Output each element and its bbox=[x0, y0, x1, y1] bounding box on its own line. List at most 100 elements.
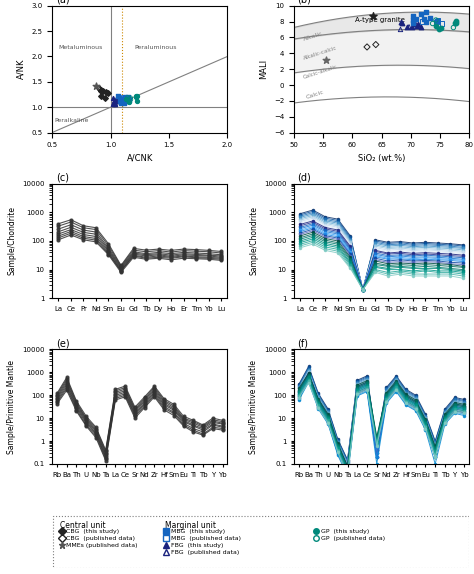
Text: A-type granite: A-type granite bbox=[356, 17, 405, 22]
Point bbox=[95, 84, 103, 94]
Point bbox=[433, 17, 440, 26]
Point bbox=[125, 96, 133, 105]
Point bbox=[120, 97, 128, 106]
Text: Alkalic: Alkalic bbox=[303, 32, 324, 42]
Point bbox=[111, 99, 118, 108]
Point bbox=[98, 86, 105, 95]
Point bbox=[109, 100, 117, 109]
Text: (e): (e) bbox=[55, 339, 69, 348]
Point bbox=[117, 97, 125, 106]
Text: Peraluminous: Peraluminous bbox=[134, 45, 176, 50]
Text: Calcic: Calcic bbox=[306, 90, 325, 100]
Point bbox=[114, 94, 122, 103]
Text: Alkalic-calcic: Alkalic-calcic bbox=[303, 45, 338, 61]
Point bbox=[451, 19, 459, 28]
Y-axis label: MALI: MALI bbox=[259, 59, 268, 79]
Point bbox=[414, 20, 421, 29]
Point bbox=[132, 91, 139, 100]
Text: (b): (b) bbox=[298, 0, 311, 5]
Y-axis label: Sample/Primitive Mantle: Sample/Primitive Mantle bbox=[8, 360, 17, 453]
Text: Marginal unit: Marginal unit bbox=[165, 521, 216, 530]
Point bbox=[412, 20, 419, 29]
Text: (f): (f) bbox=[298, 339, 309, 348]
Point bbox=[119, 92, 127, 102]
Point bbox=[403, 22, 410, 32]
Point bbox=[399, 18, 406, 28]
X-axis label: A/CNK: A/CNK bbox=[127, 154, 153, 163]
Point bbox=[113, 97, 121, 106]
Point bbox=[112, 100, 119, 109]
Point bbox=[117, 94, 124, 103]
Point bbox=[397, 17, 405, 26]
X-axis label: SiO₂ (wt.%): SiO₂ (wt.%) bbox=[358, 154, 405, 163]
Y-axis label: A/NK: A/NK bbox=[17, 59, 26, 79]
Point bbox=[124, 92, 132, 102]
Point bbox=[100, 86, 107, 95]
Point bbox=[409, 18, 416, 28]
Point bbox=[109, 94, 117, 103]
Point bbox=[118, 98, 125, 107]
Point bbox=[422, 17, 430, 26]
Point bbox=[121, 92, 129, 101]
Point bbox=[452, 18, 460, 27]
Y-axis label: Sample/Chondrite: Sample/Chondrite bbox=[249, 207, 258, 276]
Point bbox=[429, 19, 437, 28]
Point bbox=[116, 96, 124, 106]
Point bbox=[127, 95, 135, 104]
Y-axis label: Sample/Primitive Mantle: Sample/Primitive Mantle bbox=[249, 360, 258, 453]
Point bbox=[110, 96, 118, 105]
Point bbox=[114, 92, 122, 101]
Point bbox=[111, 98, 118, 107]
Point bbox=[322, 55, 330, 64]
Point bbox=[125, 97, 132, 106]
Point bbox=[98, 85, 105, 94]
Point bbox=[102, 87, 110, 96]
Point bbox=[133, 96, 141, 106]
Point bbox=[109, 99, 117, 108]
Point bbox=[418, 17, 426, 26]
Text: (a): (a) bbox=[55, 0, 69, 5]
Point bbox=[97, 92, 104, 101]
Point bbox=[417, 22, 424, 32]
Y-axis label: Sample/Chondrite: Sample/Chondrite bbox=[8, 207, 17, 276]
Point bbox=[409, 11, 417, 21]
Legend: GP  (this study), GP  (published data): GP (this study), GP (published data) bbox=[314, 529, 385, 541]
Point bbox=[452, 17, 460, 26]
Point bbox=[420, 15, 428, 24]
Text: Metaluminous: Metaluminous bbox=[58, 45, 102, 50]
Point bbox=[397, 25, 404, 34]
Text: Calcic-alkalic: Calcic-alkalic bbox=[303, 64, 338, 80]
Text: (c): (c) bbox=[55, 173, 69, 183]
Text: Central unit: Central unit bbox=[61, 521, 106, 530]
Point bbox=[120, 98, 128, 107]
Point bbox=[122, 95, 129, 104]
Point bbox=[369, 11, 377, 21]
Point bbox=[124, 93, 131, 102]
Text: Peralkaline: Peralkaline bbox=[55, 118, 89, 123]
Point bbox=[435, 15, 442, 25]
Point bbox=[412, 14, 420, 24]
Point bbox=[132, 93, 140, 102]
Point bbox=[413, 21, 420, 30]
Point bbox=[410, 20, 418, 29]
Point bbox=[408, 22, 416, 32]
Point bbox=[410, 15, 417, 25]
Point bbox=[432, 15, 440, 25]
Point bbox=[101, 94, 109, 103]
Point bbox=[92, 82, 100, 91]
Point bbox=[438, 24, 445, 33]
Point bbox=[423, 7, 430, 17]
Point bbox=[133, 92, 140, 101]
Point bbox=[118, 94, 126, 103]
Point bbox=[363, 42, 371, 52]
Point bbox=[112, 95, 120, 104]
Point bbox=[104, 88, 111, 98]
Point bbox=[95, 83, 103, 92]
Point bbox=[96, 85, 104, 94]
Point bbox=[450, 23, 457, 32]
Point bbox=[123, 96, 130, 106]
Point bbox=[438, 19, 446, 28]
Point bbox=[122, 97, 129, 106]
Point bbox=[127, 94, 134, 103]
Point bbox=[372, 40, 380, 49]
